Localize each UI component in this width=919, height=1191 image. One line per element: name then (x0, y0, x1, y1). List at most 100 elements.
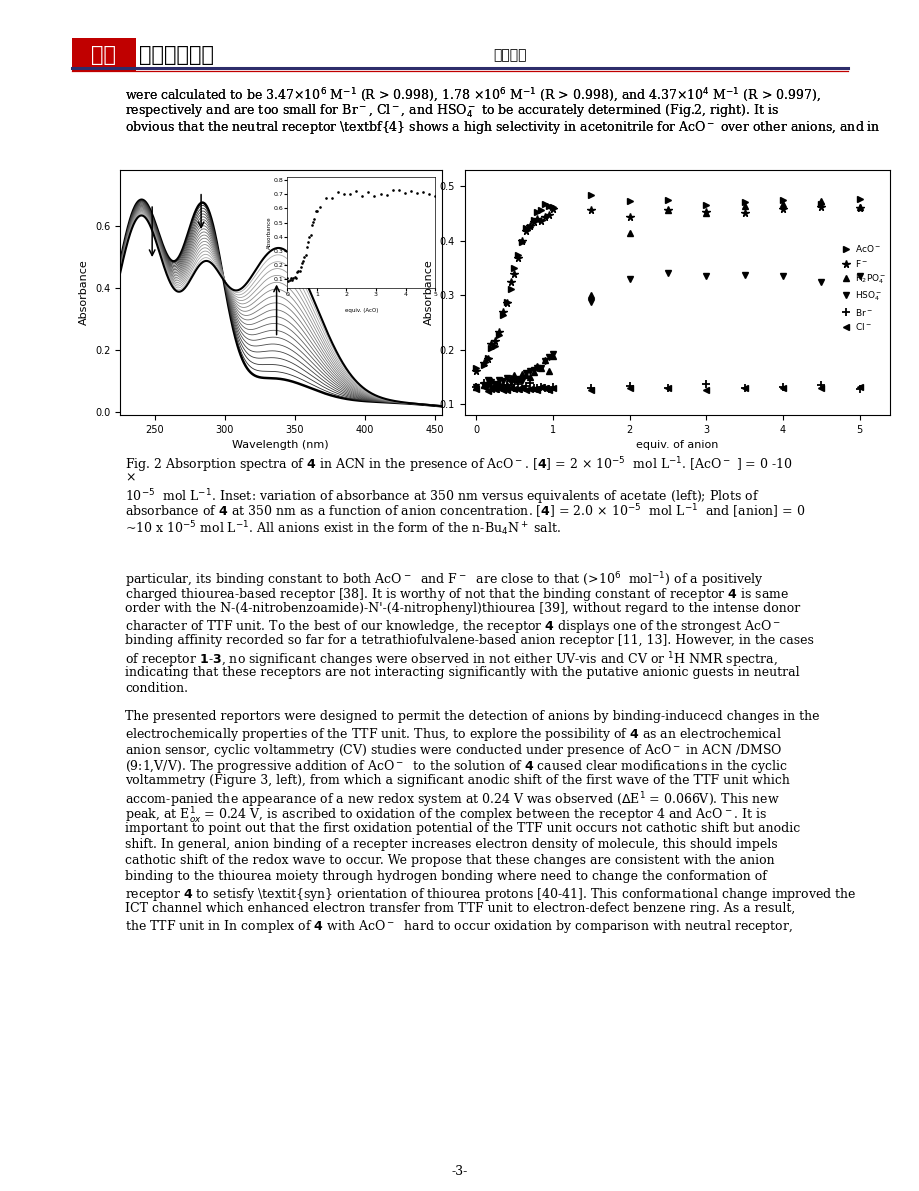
Br$^-$ (700, 378, 711, 392)
Line: Cl$^-$: Cl$^-$ (472, 384, 862, 394)
Br$^-$ (585, 381, 596, 395)
Cl$^-$ (524, 381, 535, 395)
H$_2$PO$_4^-$ (524, 369, 535, 384)
AcO$^-$ (478, 357, 489, 372)
Text: accom-panied the appearance of a new redox system at 0.24 V was observed ($\Delt: accom-panied the appearance of a new red… (125, 790, 778, 810)
F$^-$ (471, 363, 482, 378)
AcO$^-$ (662, 193, 673, 207)
HSO$_4^-$ (520, 366, 531, 380)
AcO$^-$ (489, 338, 500, 353)
H$_2$PO$_4^-$ (738, 199, 749, 213)
F$^-$ (539, 210, 550, 224)
H$_2$PO$_4^-$ (535, 361, 546, 375)
H$_2$PO$_4^-$ (482, 375, 493, 389)
HSO$_4^-$ (528, 362, 539, 376)
Br$^-$ (815, 379, 826, 393)
Br$^-$ (662, 381, 673, 395)
HSO$_4^-$ (535, 361, 546, 375)
Y-axis label: Absorbance: Absorbance (79, 260, 89, 325)
F$^-$ (815, 200, 826, 214)
HSO$_4^-$ (524, 364, 535, 379)
H$_2$PO$_4^-$ (508, 368, 519, 382)
H$_2$PO$_4^-$ (512, 372, 523, 386)
AcO$^-$ (485, 342, 496, 356)
AcO$^-$ (700, 198, 711, 212)
Text: ×: × (125, 470, 135, 484)
Cl$^-$ (777, 381, 788, 395)
Br$^-$ (528, 381, 539, 395)
Text: 中国: 中国 (91, 45, 117, 66)
Br$^-$ (539, 380, 550, 394)
Line: HSO$_4^-$: HSO$_4^-$ (472, 270, 862, 389)
AcO$^-$ (623, 193, 634, 207)
F$^-$ (482, 353, 493, 367)
F$^-$ (738, 206, 749, 220)
Text: important to point out that the first oxidation potential of the TTF unit occurs: important to point out that the first ox… (125, 822, 800, 835)
Line: H$_2$PO$_4^-$: H$_2$PO$_4^-$ (472, 198, 862, 389)
H$_2$PO$_4^-$ (662, 204, 673, 218)
Br$^-$ (623, 379, 634, 393)
Br$^-$ (853, 381, 864, 395)
F$^-$ (531, 212, 542, 226)
H$_2$PO$_4^-$ (494, 376, 505, 391)
Br$^-$ (505, 379, 516, 393)
HSO$_4^-$ (489, 378, 500, 392)
HSO$_4^-$ (623, 272, 634, 286)
HSO$_4^-$ (700, 268, 711, 282)
Text: obvious that the neutral receptor \textbf{4} shows a high selectivity in acetoni: obvious that the neutral receptor \textb… (125, 119, 879, 136)
H$_2$PO$_4^-$ (516, 367, 528, 381)
Cl$^-$ (539, 381, 550, 395)
HSO$_4^-$ (738, 268, 749, 282)
H$_2$PO$_4^-$ (478, 378, 489, 392)
F$^-$ (494, 325, 505, 339)
X-axis label: Wavelength (nm): Wavelength (nm) (233, 441, 329, 450)
Cl$^-$ (853, 380, 864, 394)
Br$^-$ (497, 378, 508, 392)
F$^-$ (700, 205, 711, 219)
Cl$^-$ (512, 381, 523, 395)
Cl$^-$ (501, 384, 512, 398)
Br$^-$ (489, 380, 500, 394)
HSO$_4^-$ (777, 269, 788, 283)
H$_2$PO$_4^-$ (497, 379, 508, 393)
Br$^-$ (531, 380, 542, 394)
Cl$^-$ (547, 381, 558, 395)
Cl$^-$ (700, 382, 711, 397)
Br$^-$ (478, 375, 489, 389)
AcO$^-$ (539, 197, 550, 211)
H$_2$PO$_4^-$ (543, 363, 554, 378)
HSO$_4^-$ (482, 373, 493, 387)
F$^-$ (623, 210, 634, 224)
Cl$^-$ (585, 382, 596, 397)
Cl$^-$ (494, 381, 505, 395)
Text: indicating that these receptors are not interacting significantly with the putat: indicating that these receptors are not … (125, 666, 799, 679)
Text: The presented reportors were designed to permit the detection of anions by bindi: The presented reportors were designed to… (125, 710, 819, 723)
Text: receptor $\mathbf{4}$ to setisfy \textit{syn} orientation of thiourea protons [4: receptor $\mathbf{4}$ to setisfy \textit… (125, 886, 856, 903)
Text: voltammetry (Figure 3, left), from which a significant anodic shift of the first: voltammetry (Figure 3, left), from which… (125, 774, 789, 787)
F$^-$ (489, 333, 500, 348)
Cl$^-$ (543, 384, 554, 398)
H$_2$PO$_4^-$ (585, 288, 596, 303)
Text: 10$^{-5}$  mol L$^{-1}$. Inset: variation of absorbance at 350 nm versus equival: 10$^{-5}$ mol L$^{-1}$. Inset: variation… (125, 487, 758, 506)
HSO$_4^-$ (531, 361, 542, 375)
HSO$_4^-$ (539, 354, 550, 368)
X-axis label: equiv. of anion: equiv. of anion (636, 441, 718, 450)
Text: charged thiourea-based receptor [38]. It is worthy of not that the binding const: charged thiourea-based receptor [38]. It… (125, 586, 789, 603)
F$^-$ (501, 295, 512, 310)
H$_2$PO$_4^-$ (501, 378, 512, 392)
Text: anion sensor, cyclic voltammetry (CV) studies were conducted under presence of A: anion sensor, cyclic voltammetry (CV) st… (125, 742, 781, 759)
H$_2$PO$_4^-$ (547, 349, 558, 363)
Br$^-$ (535, 380, 546, 394)
AcO$^-$ (512, 249, 523, 263)
H$_2$PO$_4^-$ (471, 380, 482, 394)
Br$^-$ (524, 376, 535, 391)
AcO$^-$ (508, 261, 519, 275)
Line: AcO$^-$: AcO$^-$ (472, 192, 862, 372)
Text: -3-: -3- (451, 1165, 468, 1178)
HSO$_4^-$ (471, 380, 482, 394)
Cl$^-$ (508, 381, 519, 395)
Cl$^-$ (489, 381, 500, 395)
Br$^-$ (777, 380, 788, 394)
F$^-$ (543, 207, 554, 222)
Br$^-$ (516, 382, 528, 397)
